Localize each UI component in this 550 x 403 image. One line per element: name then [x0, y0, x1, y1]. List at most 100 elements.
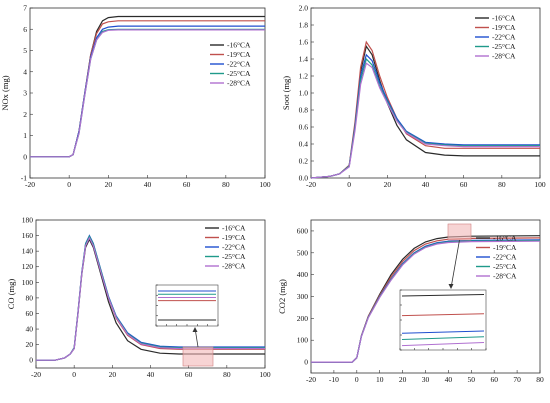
y-tick-label: 0 — [23, 152, 27, 161]
x-tick-label: -20 — [31, 370, 41, 379]
y-tick-label: 60 — [26, 309, 34, 318]
y-tick-label: 2.0 — [299, 4, 309, 13]
inset-arrowhead — [448, 284, 454, 289]
y-tick-label: 100 — [22, 278, 34, 287]
x-tick-label: -20 — [306, 375, 316, 384]
y-tick-label: 0.4 — [299, 140, 309, 149]
y-tick-label: 4 — [23, 67, 27, 76]
y-axis-label: CO (mg) — [6, 279, 16, 310]
inset-series-line-2 — [401, 330, 485, 334]
inset-series-line-4 — [401, 342, 485, 347]
x-tick-label: 40 — [422, 180, 430, 189]
series-line-4 — [311, 240, 541, 363]
x-tick-label: 0 — [67, 180, 71, 189]
y-tick-label: 0.0 — [299, 174, 309, 183]
y-axis-label: CO2 (mg) — [277, 279, 287, 314]
x-tick-label: 50 — [468, 375, 476, 384]
x-tick-label: 80 — [223, 370, 231, 379]
inset-series-line-0 — [401, 294, 485, 297]
legend-label: -25°CA — [227, 69, 251, 78]
x-tick-label: 10 — [376, 375, 384, 384]
y-tick-label: 1.0 — [299, 89, 309, 98]
zoom-region — [182, 346, 214, 367]
y-tick-label: 2 — [23, 110, 27, 119]
x-tick-label: 20 — [384, 180, 392, 189]
y-tick-label: 400 — [297, 270, 309, 279]
y-tick-label: 0 — [29, 356, 33, 365]
y-tick-label: 0.8 — [299, 106, 309, 115]
x-tick-label: 80 — [222, 180, 230, 189]
inset-arrowhead — [192, 327, 198, 332]
x-tick-label: 20 — [105, 180, 113, 189]
x-tick-label: 100 — [534, 180, 546, 189]
y-tick-label: 1.6 — [299, 38, 309, 47]
inset-frame — [399, 289, 487, 351]
y-tick-label: 1.4 — [299, 55, 309, 64]
series-line-4 — [30, 29, 265, 158]
x-tick-label: 0 — [72, 370, 76, 379]
legend-label: -19°CA — [227, 50, 251, 59]
zoom-region — [447, 223, 472, 241]
x-tick-label: -10 — [329, 375, 339, 384]
x-tick-label: 80 — [536, 375, 544, 384]
inset-chart — [399, 239, 487, 351]
y-tick-label: 20 — [26, 340, 34, 349]
legend-label: -25°CA — [492, 42, 516, 51]
y-tick-label: 600 — [297, 226, 309, 235]
x-tick-label: 70 — [513, 375, 521, 384]
y-tick-label: 5 — [23, 46, 27, 55]
legend-label: -16°CA — [493, 234, 517, 243]
x-tick-label: 60 — [460, 180, 468, 189]
legend-label: -28°CA — [227, 79, 251, 88]
y-tick-label: 0 — [304, 358, 308, 367]
y-tick-label: 80 — [26, 293, 34, 302]
x-tick-label: 40 — [147, 370, 155, 379]
y-tick-label: 140 — [22, 247, 34, 256]
x-tick-label: 40 — [144, 180, 152, 189]
x-tick-label: 60 — [490, 375, 498, 384]
y-tick-label: 1.8 — [299, 21, 309, 30]
x-tick-label: 100 — [259, 180, 271, 189]
inset-chart — [155, 284, 219, 348]
legend-label: -22°CA — [492, 33, 516, 42]
inset-arrow — [450, 239, 460, 289]
series-line-4 — [36, 236, 265, 361]
legend-label: -25°CA — [493, 262, 517, 271]
y-tick-label: 300 — [297, 292, 309, 301]
inset-series-line-1 — [401, 313, 485, 317]
legend-label: -25°CA — [222, 252, 246, 261]
legend-label: -16°CA — [222, 224, 246, 233]
x-tick-label: 0 — [355, 375, 359, 384]
x-tick-label: 60 — [183, 180, 191, 189]
y-tick-label: 0.6 — [299, 123, 309, 132]
y-axis-label: NOx (mg) — [0, 75, 10, 110]
chart-panel-co: -20 0 20 40 60 80 100 0 20 40 60 80 100 120 140 160 180 C… — [6, 216, 271, 380]
legend-label: -19°CA — [222, 233, 246, 242]
y-tick-label: 500 — [297, 248, 309, 257]
legend-label: -28°CA — [492, 52, 516, 61]
legend-label: -22°CA — [227, 60, 251, 69]
x-tick-label: 0 — [347, 180, 351, 189]
y-tick-label: 180 — [22, 216, 34, 225]
y-tick-label: 1 — [23, 131, 27, 140]
x-tick-label: -20 — [306, 180, 316, 189]
x-tick-label: 60 — [185, 370, 193, 379]
legend-label: -16°CA — [492, 14, 516, 23]
x-tick-label: 20 — [109, 370, 117, 379]
y-tick-label: 7 — [23, 4, 27, 13]
legend-label: -28°CA — [493, 272, 517, 281]
chart-panel-co2: -20 -10 0 10 20 30 40 50 60 70 80 0 100 200 300 400 500 6… — [277, 219, 544, 384]
legend-label: -19°CA — [492, 23, 516, 32]
x-tick-label: 100 — [259, 370, 271, 379]
y-tick-label: 1.2 — [299, 72, 309, 81]
y-tick-label: 3 — [23, 89, 27, 98]
y-tick-label: -1 — [21, 174, 27, 183]
legend-label: -28°CA — [222, 262, 246, 271]
y-tick-label: 200 — [297, 314, 309, 323]
x-tick-label: 30 — [422, 375, 430, 384]
y-tick-label: 100 — [297, 336, 309, 345]
chart-panel-soot: -20 0 20 40 60 80 100 0.0 0.2 0.4 0.6 0.8 1.0 1.2 1.4 1… — [281, 4, 546, 190]
